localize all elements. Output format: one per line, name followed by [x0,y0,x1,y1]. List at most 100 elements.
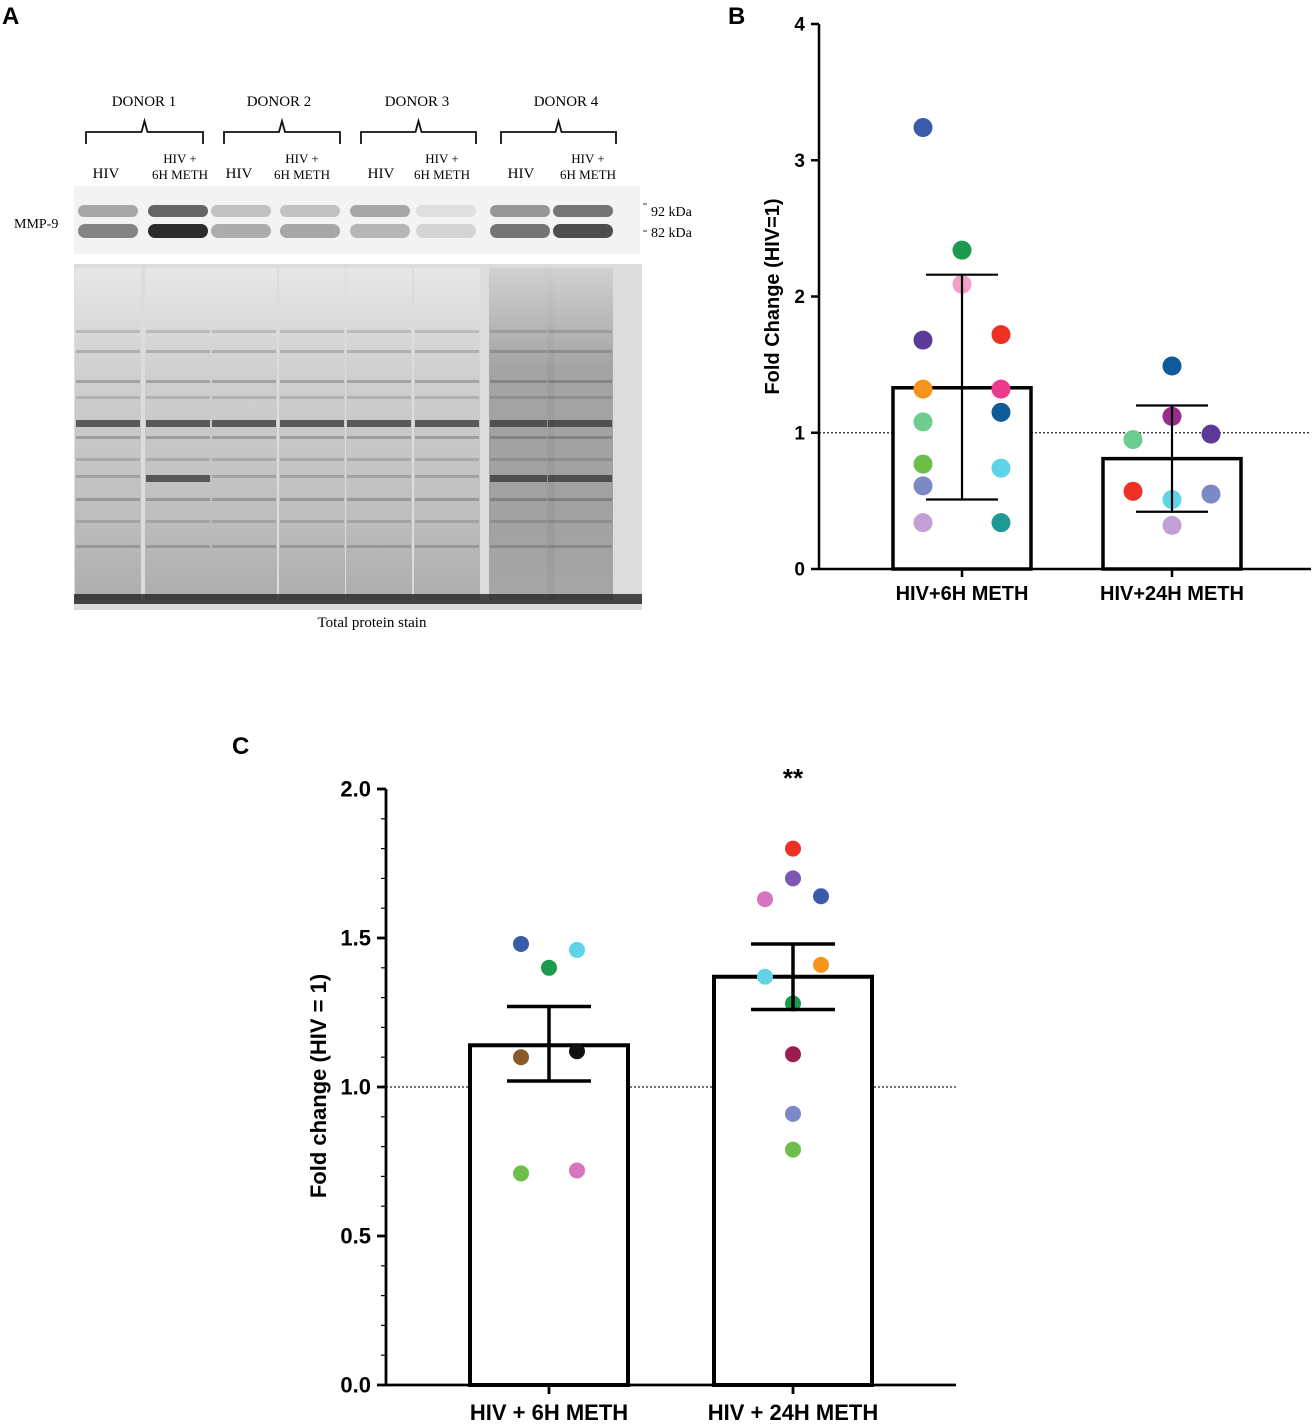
stain-band [415,458,479,461]
donor-braces [85,117,617,144]
data-point [913,412,933,432]
stain-band [146,396,210,399]
stain-band [548,420,612,427]
stain-band [212,458,276,461]
data-point [1201,484,1221,504]
stain-lane [547,268,613,600]
stain-band [280,545,344,548]
data-point [569,1043,585,1060]
stain-band [490,475,554,482]
stain-band [490,498,554,501]
data-point [513,1049,529,1066]
stain-band [212,380,276,383]
stain-band [548,458,612,461]
kda-ticks [643,203,647,232]
stain-band [76,420,140,427]
donor-brace [360,117,477,144]
stain-band [548,330,612,333]
stain-band [146,350,210,353]
stain-band [280,520,344,523]
mmp9-band-92 [148,205,208,217]
data-point [785,1105,801,1122]
stain-band [212,475,276,478]
stain-lanes [74,268,642,604]
stain-band [212,545,276,548]
stain-band [490,458,554,461]
stain-lane [414,268,480,600]
stain-band [490,520,554,523]
lane-label-line1: HIV + [571,151,604,166]
mmp9-band-82 [416,224,476,238]
total-protein-caption: Total protein stain [318,615,427,631]
stain-band [280,350,344,353]
data-point [913,513,933,533]
panel-label-c: C [232,733,249,760]
donor-label: DONOR 2 [247,94,312,110]
stain-band [490,396,554,399]
stain-band [415,498,479,501]
stain-band [548,380,612,383]
stain-band [347,545,411,548]
donor-label: DONOR 3 [385,94,450,110]
mmp9-band-82 [211,224,271,238]
stain-band [280,396,344,399]
stain-band [415,520,479,523]
data-point [569,1162,585,1179]
data-point [991,458,1011,478]
donor-brace [223,117,341,144]
lane-label-line2: 6H METH [560,167,616,182]
data-point [952,240,972,260]
stain-band [415,545,479,548]
data-point [757,968,773,985]
stain-band [280,420,344,427]
stain-band [347,330,411,333]
stain-band [146,520,210,523]
stain-band [347,380,411,383]
data-point [813,956,829,973]
stain-band [415,436,479,439]
stain-band [146,545,210,548]
stain-band [548,545,612,548]
y-tick-label: 0.0 [340,1373,371,1398]
donor-label: DONOR 4 [534,94,599,110]
data-point [913,476,933,496]
stain-band [347,520,411,523]
stain-band [76,436,140,439]
y-tick-label: 4 [794,15,805,36]
stain-lane [211,268,277,600]
data-point [991,379,1011,399]
stain-band [212,520,276,523]
stain-band [415,475,479,478]
mmp9-band-92 [490,205,550,217]
stain-band [415,330,479,333]
data-point [1123,430,1143,450]
lane-label-line2: 6H METH [152,167,208,182]
y-tick-label: 3 [794,151,805,172]
mmp9-band-92 [553,205,613,217]
y-axis-label: Fold change (HIV = 1) [306,974,331,1198]
mmp9-band-92 [78,205,138,217]
stain-lane [279,268,345,600]
data-point [991,325,1011,345]
stain-lane [346,268,412,600]
stain-band [490,420,554,427]
stain-band [212,436,276,439]
data-point [757,891,773,908]
y-tick-label: 2 [794,287,805,308]
stain-band [548,396,612,399]
x-tick-label: HIV + 24H METH [708,1400,879,1424]
lane-label-line2: 6H METH [274,167,330,182]
data-point [913,330,933,350]
mmp9-blot-strip [74,186,640,254]
lane-label-line1: HIV + [163,151,196,166]
mmp9-band-82 [78,224,138,238]
protein-label: MMP-9 [14,217,58,232]
mmp9-band-82 [490,224,550,238]
stain-band [490,330,554,333]
bar [712,974,874,1387]
data-point [541,959,557,976]
y-tick-label: 1 [794,423,805,444]
stain-band [76,458,140,461]
